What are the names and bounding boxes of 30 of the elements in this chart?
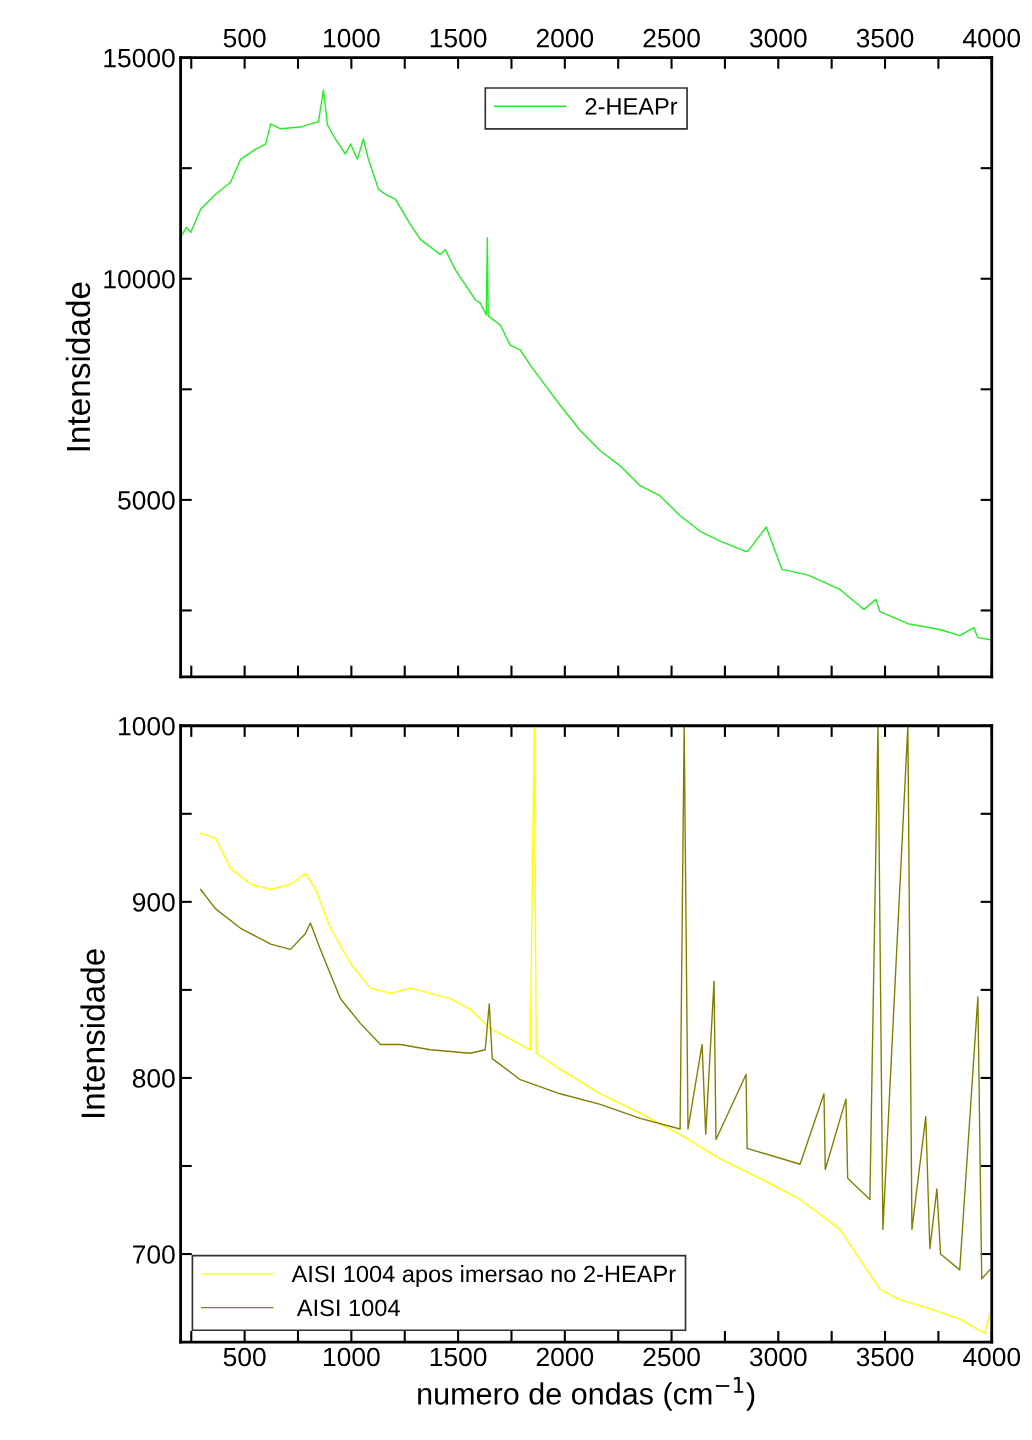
x-tick-label: 1500 <box>430 1347 487 1367</box>
x2-tick-label: 2000 <box>536 28 594 48</box>
x-tick-label: 3500 <box>856 1347 914 1367</box>
y-tick-label: 15000 <box>104 48 175 68</box>
x2-tick-label: 4000 <box>963 28 1021 48</box>
line-series <box>180 89 991 641</box>
y-tick-label: 10000 <box>104 269 175 289</box>
x-tick-label: 2000 <box>536 1347 594 1367</box>
y-tick-label: 700 <box>133 1245 175 1264</box>
x-tick-label: 3000 <box>749 1347 807 1367</box>
x2-tick-label: 1500 <box>430 28 487 48</box>
y-tick-label: 5000 <box>118 491 175 510</box>
x-tick-label: 1000 <box>324 1347 380 1367</box>
y-tick-label: 800 <box>132 1069 175 1088</box>
y-axis-title: Intensidade <box>65 282 91 451</box>
x-tick-label: 4000 <box>963 1347 1021 1367</box>
y-tick-label: 1000 <box>119 716 175 736</box>
legend-label: AISI 1004 apos imersao no 2-HEAPr <box>291 1265 676 1288</box>
x-axis-title: numero de ondas (cm$^{−1}$) <box>418 1377 755 1411</box>
x2-tick-label: 3000 <box>749 28 807 48</box>
x2-tick-label: 3500 <box>856 28 914 48</box>
legend-label: AISI 1004 <box>296 1299 400 1317</box>
x-tick-label: 2500 <box>643 1347 700 1367</box>
y-tick-label: 900 <box>132 892 175 912</box>
y-axis-title: Intensidade <box>80 949 105 1118</box>
x-tick-label: 500 <box>223 1347 266 1367</box>
x2-tick-label: 2500 <box>643 28 700 48</box>
x2-tick-label: 1000 <box>324 28 380 48</box>
x2-tick-label: 500 <box>223 28 266 48</box>
legend-label: 2-HEAPr <box>585 98 678 115</box>
